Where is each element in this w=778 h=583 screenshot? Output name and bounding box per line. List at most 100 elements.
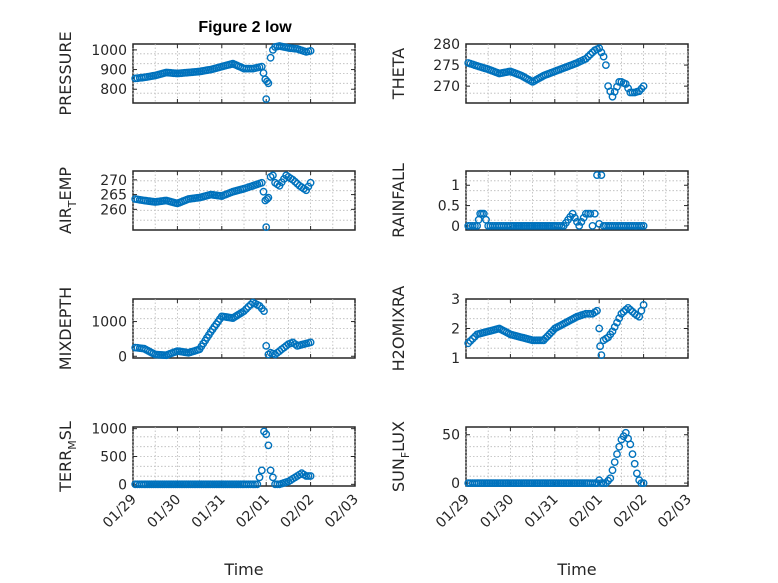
data-point (266, 53, 275, 62)
data-point (597, 48, 606, 57)
y-tick-label: 280 (433, 37, 460, 53)
data-point (586, 50, 595, 59)
y-tick-label: 2 (451, 322, 460, 338)
x-tick-label: 01/30 (144, 492, 184, 532)
y-tick-label: 270 (433, 79, 460, 95)
data-point (588, 221, 597, 230)
data-point (595, 324, 604, 333)
x-axis-label: Time (223, 560, 263, 579)
series-markers (131, 171, 315, 232)
y-axis-label: MIXDEPTH (56, 287, 75, 370)
data-point (264, 441, 273, 450)
data-point (608, 327, 617, 336)
data-point (639, 300, 648, 309)
y-tick-label: 900 (100, 63, 127, 79)
x-axis-label: Time (556, 560, 596, 579)
data-point (610, 323, 619, 331)
data-point (264, 79, 273, 88)
data-point (260, 307, 268, 315)
data-point (259, 187, 268, 196)
subplot-7: 0 500 1000 01/29 01/30 01/31 02/01 02/02 02/03 TE… (56, 421, 362, 579)
data-point (306, 472, 315, 480)
data-point (266, 466, 275, 475)
data-point (568, 209, 577, 218)
data-point (464, 339, 473, 348)
data-point (582, 54, 590, 63)
data-point (615, 314, 624, 323)
y-axis-label: SUNFLUX (389, 421, 412, 492)
y-tick-label: 500 (100, 450, 127, 466)
y-tick-label: 0 (118, 477, 127, 493)
data-point (588, 479, 597, 487)
data-point (602, 61, 610, 69)
y-tick-label: 800 (100, 82, 127, 98)
series-markers (464, 300, 648, 359)
y-tick-label: 1000 (91, 43, 127, 59)
series-markers (131, 427, 315, 489)
y-tick-label: 270 (100, 173, 127, 189)
y-axis-label: RAINFALL (389, 163, 408, 238)
data-point (630, 459, 639, 468)
data-point (575, 221, 584, 230)
data-point (639, 221, 648, 230)
data-point (291, 177, 299, 186)
x-tick-label: 01/30 (477, 492, 517, 532)
data-point (619, 307, 628, 316)
series-markers (464, 44, 648, 101)
x-tick-label: 01/31 (189, 492, 229, 532)
subplot-4: 0 0.5 1 RAINFALL (389, 163, 689, 238)
series-markers (464, 171, 648, 230)
x-tick-label: 02/02 (611, 492, 651, 532)
y-axis-label: TERRMSL (56, 421, 79, 493)
data-point (306, 47, 315, 55)
series-markers (131, 298, 315, 360)
data-point (573, 217, 581, 226)
x-tick-label: 01/31 (522, 492, 562, 532)
data-point (264, 193, 273, 202)
data-point (570, 213, 579, 222)
data-point (597, 171, 606, 180)
y-tick-label: 1000 (91, 315, 127, 331)
data-point (626, 440, 635, 449)
data-point (595, 219, 604, 228)
data-point (579, 213, 588, 222)
data-point (244, 302, 253, 311)
data-point (555, 221, 564, 230)
data-point (240, 307, 248, 315)
data-point (577, 217, 586, 226)
y-tick-label: 1 (451, 351, 460, 367)
data-point (257, 466, 266, 475)
y-tick-label: 275 (433, 58, 460, 74)
subplot-5: 0 1000 MIXDEPTH (56, 287, 356, 370)
data-point (613, 450, 621, 458)
data-point (466, 337, 475, 345)
data-point (606, 474, 615, 483)
y-tick-label: 3 (451, 292, 460, 308)
data-point (615, 442, 624, 451)
x-tick-label: 02/01 (566, 492, 606, 532)
y-axis-label: H2OMIXRA (389, 286, 408, 372)
data-point (593, 306, 601, 315)
y-tick-label: 1 (451, 178, 460, 194)
y-tick-label: 1000 (91, 422, 127, 438)
data-point (626, 305, 635, 314)
y-axis-label: PRESSURE (56, 31, 75, 115)
data-point (639, 479, 648, 487)
data-point (597, 351, 606, 359)
data-point (608, 466, 617, 475)
y-axis-label: THETA (389, 48, 408, 100)
y-tick-label: 50 (442, 428, 460, 444)
subplot-8: 0 50 01/29 01/30 01/31 02/01 02/02 02/03 SUNFLUX… (389, 421, 695, 579)
data-point (595, 44, 604, 53)
data-point (306, 178, 315, 187)
y-tick-label: 0 (118, 349, 127, 365)
data-point (253, 480, 262, 489)
data-point (288, 175, 297, 184)
subplot-2: 270 275 280 THETA (389, 37, 689, 104)
data-point (262, 341, 271, 350)
subplot-1: 800 900 1000 PRESSURE (56, 31, 356, 116)
y-tick-label: 0 (451, 476, 460, 492)
data-point (624, 84, 632, 93)
